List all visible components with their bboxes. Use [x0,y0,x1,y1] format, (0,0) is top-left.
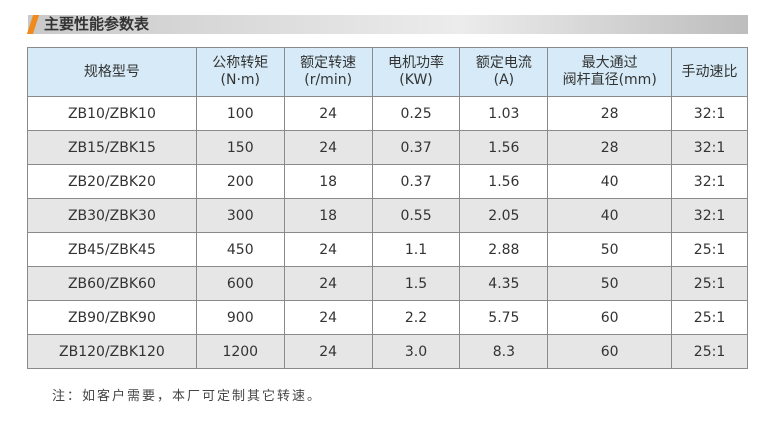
table-cell: 25:1 [671,232,748,267]
table-cell: 50 [547,232,673,267]
header-text: (r/min) [304,72,353,88]
header-text: 额定电流 [475,55,532,71]
table-cell: ZB60/ZBK60 [27,266,197,301]
table-cell: ZB90/ZBK90 [27,300,197,335]
table-cell: 1.56 [459,130,549,165]
column-header: 最大通过 阀杆直径(mm) [547,47,673,97]
table-cell: ZB120/ZBK120 [27,334,197,369]
table-cell: 1.56 [459,164,549,199]
table-cell: 40 [547,198,673,233]
table-cell: 32:1 [671,130,748,165]
table-row: ZB45/ZBK45 450 24 1.1 2.88 50 25:1 [27,232,748,267]
table-cell: 1200 [195,334,285,369]
header-text: (KW) [399,72,433,88]
table-cell: 25:1 [671,334,748,369]
table-cell: ZB45/ZBK45 [27,232,197,267]
table-cell: 32:1 [671,164,748,199]
table-cell: 1.5 [371,266,461,301]
table-cell: 4.35 [459,266,549,301]
table-cell: 8.3 [459,334,549,369]
column-header: 规格型号 [27,47,197,97]
header-text: 最大通过 [581,55,638,71]
table-row: ZB120/ZBK120 1200 24 3.0 8.3 60 25:1 [27,334,748,369]
header-text: 电机功率 [388,55,445,71]
section-title: 主要性能参数表 [44,15,150,33]
title-bar [28,15,748,34]
table-cell: 150 [195,130,285,165]
table-cell: 60 [547,300,673,335]
table-cell: 0.25 [371,96,461,131]
table-row: ZB15/ZBK15 150 24 0.37 1.56 28 32:1 [27,130,748,165]
header-text: 规格型号 [83,63,140,80]
footnote: 注：如客户需要，本厂可定制其它转速。 [52,389,323,404]
table-cell: 24 [283,232,373,267]
table-row: ZB60/ZBK60 600 24 1.5 4.35 50 25:1 [27,266,748,301]
column-header: 额定转速 (r/min) [283,47,373,97]
column-header: 公称转矩 (N·m) [195,47,285,97]
table-cell: 2.2 [371,300,461,335]
column-header: 额定电流 (A) [459,47,549,97]
table-cell: 40 [547,164,673,199]
parameter-table: 规格型号 公称转矩 (N·m) 额定转速 (r/min) 电机功率 (KW) 额定电流 (A) 最… [27,47,748,369]
table-cell: 5.75 [459,300,549,335]
table-row: ZB90/ZBK90 900 24 2.2 5.75 60 25:1 [27,300,748,335]
column-header: 手动速比 [671,47,748,97]
table-cell: 25:1 [671,266,748,301]
header-text: (A) [493,72,515,88]
table-cell: 1.03 [459,96,549,131]
table-cell: 60 [547,334,673,369]
table-cell: 28 [547,96,673,131]
table-cell: 0.55 [371,198,461,233]
table-cell: ZB20/ZBK20 [27,164,197,199]
table-cell: ZB10/ZBK10 [27,96,197,131]
table-cell: ZB30/ZBK30 [27,198,197,233]
table-cell: 600 [195,266,285,301]
column-header: 电机功率 (KW) [371,47,461,97]
table-cell: 0.37 [371,164,461,199]
table-cell: 32:1 [671,96,748,131]
table-cell: 32:1 [671,198,748,233]
table-cell: 1.1 [371,232,461,267]
table-cell: 200 [195,164,285,199]
table-cell: 24 [283,96,373,131]
header-text: 阀杆直径(mm) [562,72,657,88]
table-cell: 28 [547,130,673,165]
table-cell: 2.88 [459,232,549,267]
table-cell: 24 [283,300,373,335]
table-row: ZB20/ZBK20 200 18 0.37 1.56 40 32:1 [27,164,748,199]
table-cell: 900 [195,300,285,335]
table-cell: 450 [195,232,285,267]
table-cell: 25:1 [671,300,748,335]
table-cell: 18 [283,198,373,233]
header-row: 规格型号 公称转矩 (N·m) 额定转速 (r/min) 电机功率 (KW) 额定电流 (A) 最… [27,47,748,97]
table-cell: 0.37 [371,130,461,165]
table-row: ZB30/ZBK30 300 18 0.55 2.05 40 32:1 [27,198,748,233]
table-cell: 300 [195,198,285,233]
table-cell: 3.0 [371,334,461,369]
table-cell: 100 [195,96,285,131]
table-cell: 2.05 [459,198,549,233]
table-cell: 24 [283,266,373,301]
table-cell: 50 [547,266,673,301]
table-cell: 24 [283,130,373,165]
header-text: 手动速比 [681,63,738,80]
header-text: 额定转速 [300,55,357,71]
table-row: ZB10/ZBK10 100 24 0.25 1.03 28 32:1 [27,96,748,131]
header-text: 公称转矩 [212,55,269,71]
table-cell: ZB15/ZBK15 [27,130,197,165]
table-cell: 18 [283,164,373,199]
header-text: (N·m) [220,72,260,88]
table-cell: 24 [283,334,373,369]
